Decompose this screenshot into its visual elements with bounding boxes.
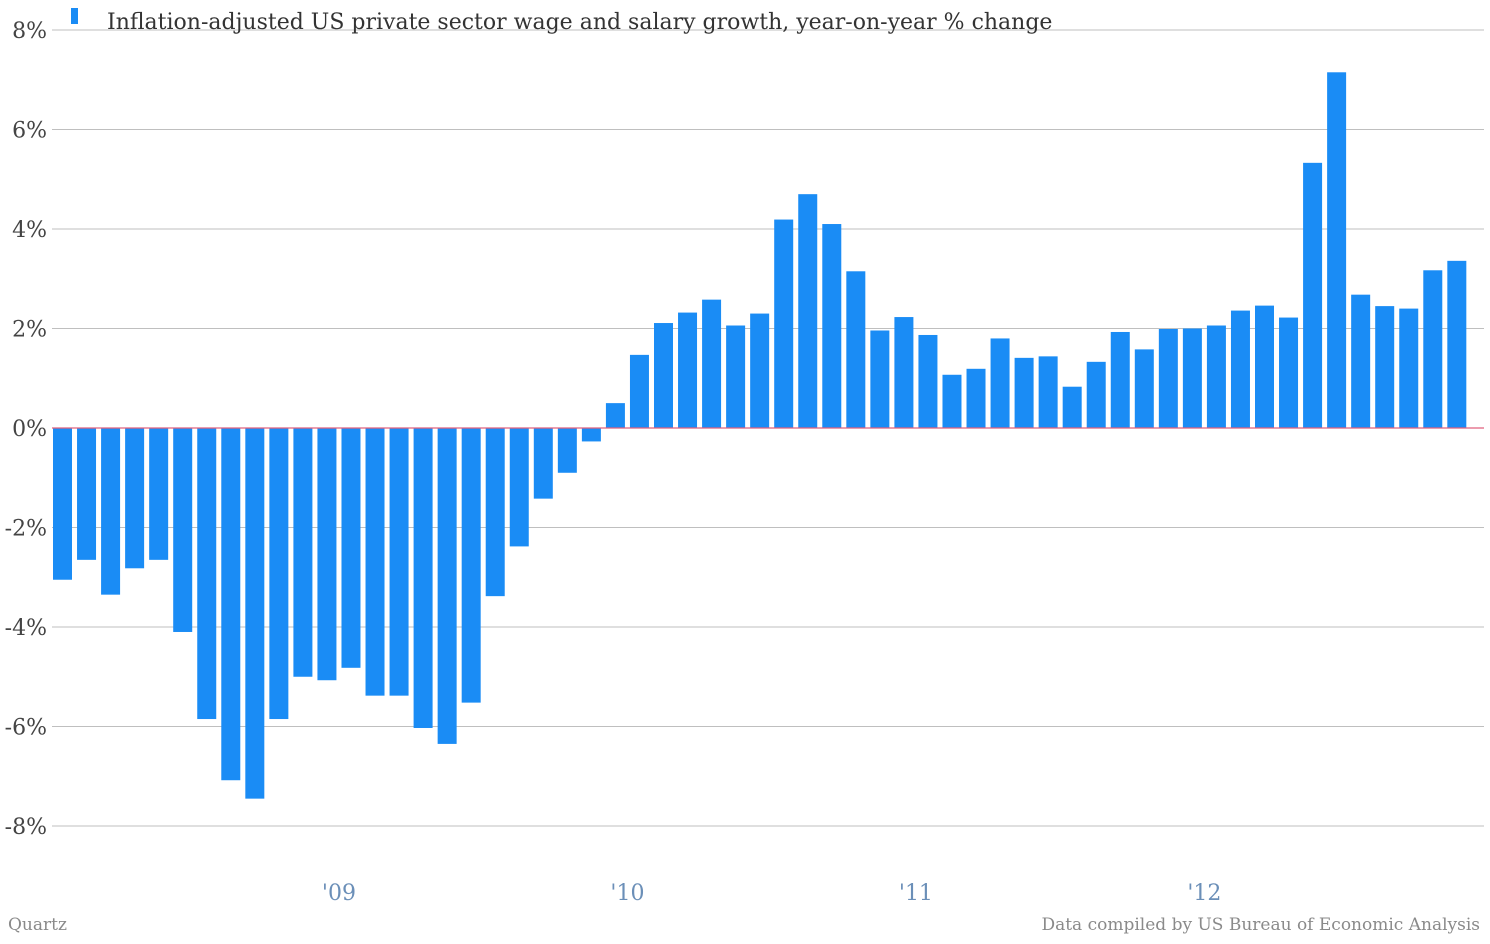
x-axis-tick-labels: '09 '10 '11 '12: [322, 881, 1221, 906]
y-tick-label: 8%: [12, 19, 47, 44]
legend-swatch: [71, 8, 78, 24]
y-axis-tick-labels: 8% 6% 4% 2% 0% -2% -4% -6% -8%: [5, 19, 47, 840]
bar: [173, 428, 193, 632]
bar: [1158, 329, 1178, 428]
bar: [1230, 310, 1250, 428]
bar: [581, 428, 601, 442]
bar: [1303, 162, 1323, 428]
x-tick-label: '10: [610, 881, 644, 906]
bar: [1062, 386, 1082, 428]
bar: [1399, 308, 1419, 428]
x-tick-label: '09: [322, 881, 356, 906]
bar: [365, 428, 385, 696]
bar: [1014, 357, 1034, 428]
bar: [1279, 317, 1299, 428]
bar: [966, 368, 986, 428]
source-right-label: Data compiled by US Bureau of Economic A…: [1041, 915, 1480, 935]
bar: [774, 219, 794, 428]
bar: [1255, 305, 1274, 428]
bar: [269, 428, 289, 720]
bar: [726, 325, 746, 428]
bar: [149, 428, 169, 560]
bar: [918, 334, 938, 428]
bar: [509, 428, 529, 547]
y-tick-label: -8%: [5, 815, 47, 840]
bar: [1206, 325, 1226, 428]
bar: [245, 428, 265, 799]
bar: [605, 403, 625, 429]
bar: [1327, 72, 1347, 428]
bar: [1110, 331, 1130, 428]
bar: [317, 428, 337, 681]
bar: [702, 299, 722, 428]
bar: [846, 271, 866, 428]
bar: [1086, 361, 1106, 428]
bar: [557, 428, 577, 473]
legend-series-label: Inflation-adjusted US private sector wag…: [107, 10, 1052, 35]
bar: [197, 428, 217, 720]
bar: [101, 428, 121, 595]
y-tick-label: -2%: [5, 517, 47, 542]
bar: [798, 194, 818, 428]
gridlines: [52, 29, 1484, 827]
legend: Inflation-adjusted US private sector wag…: [71, 8, 1052, 35]
x-tick-label: '11: [899, 881, 933, 906]
bar: [221, 428, 241, 781]
bar: [1182, 328, 1202, 428]
bar: [485, 428, 505, 597]
bar: [293, 428, 313, 677]
bar: [341, 428, 361, 668]
bar: [1351, 294, 1371, 428]
bar: [77, 428, 97, 560]
bar: [389, 428, 409, 696]
bar: [461, 428, 481, 703]
bar: [1134, 349, 1154, 428]
source-left-label: Quartz: [8, 915, 67, 935]
y-tick-label: -6%: [5, 716, 47, 741]
bar: [822, 224, 842, 428]
bar: [870, 330, 890, 428]
bars: [53, 72, 1467, 799]
y-tick-label: 2%: [12, 318, 47, 343]
bar: [990, 338, 1010, 428]
bar: [629, 354, 649, 428]
bar: [437, 428, 457, 744]
bar: [1423, 270, 1443, 428]
y-tick-label: 0%: [12, 417, 47, 442]
bar: [413, 428, 433, 728]
bar: [654, 323, 673, 428]
bar: [53, 428, 72, 580]
bar: [533, 428, 553, 499]
bar: [942, 374, 962, 428]
bar: [894, 317, 914, 428]
y-tick-label: 4%: [12, 218, 47, 243]
bar: [1447, 260, 1467, 428]
y-tick-label: 6%: [12, 119, 47, 144]
bar: [750, 313, 770, 428]
bar: [125, 428, 145, 569]
bar: [1038, 356, 1058, 428]
bar: [1375, 306, 1395, 428]
y-tick-label: -4%: [5, 616, 47, 641]
x-tick-label: '12: [1187, 881, 1221, 906]
bar: [678, 312, 698, 428]
